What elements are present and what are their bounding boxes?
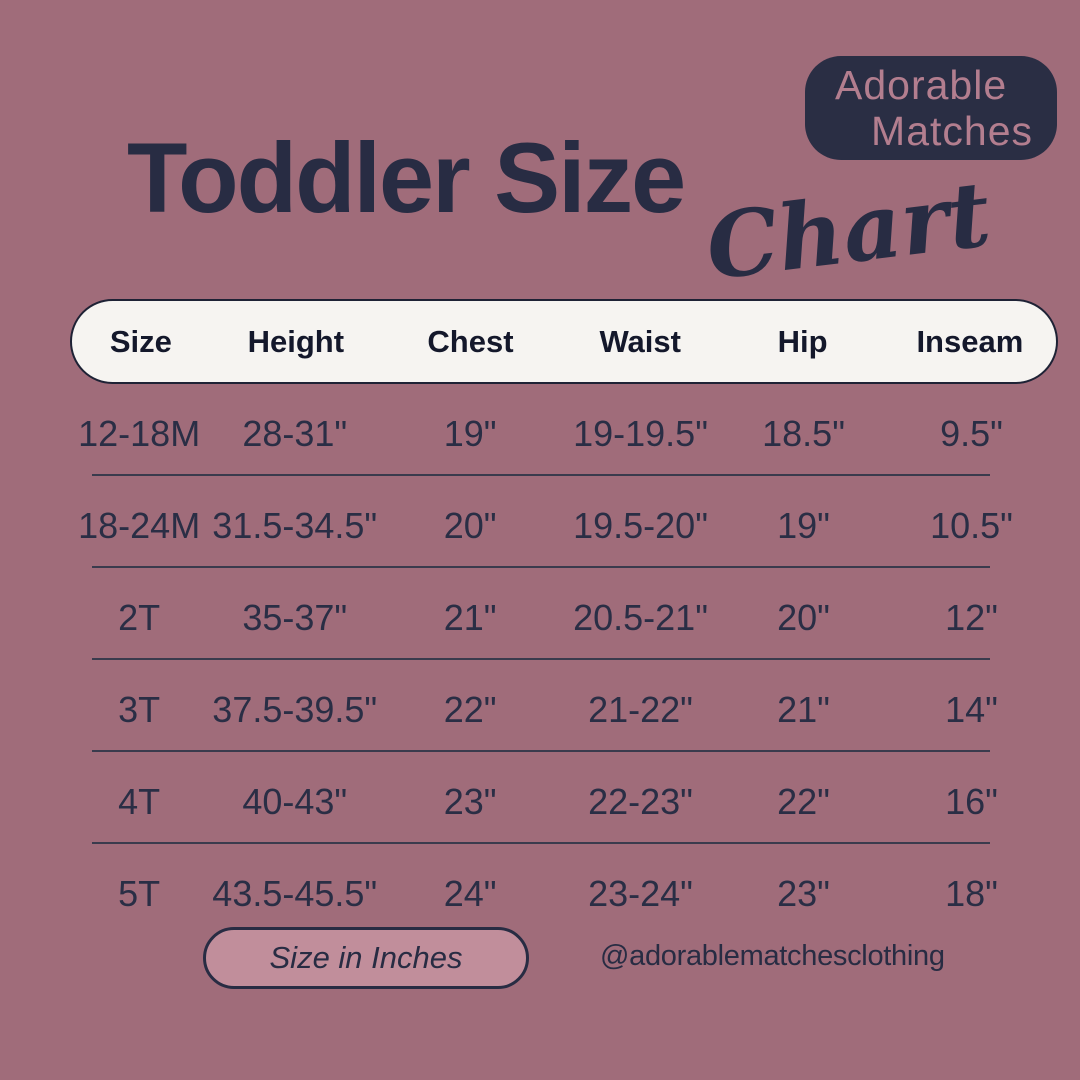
cell-waist: 23-24"	[588, 873, 693, 914]
row-divider	[92, 474, 990, 476]
header-cell-waist: Waist	[599, 323, 681, 359]
cell-waist: 21-22"	[588, 689, 693, 730]
cell-size: 18-24M	[78, 505, 201, 546]
cell-height: 35-37"	[242, 597, 348, 638]
cell-size: 4T	[118, 781, 161, 822]
units-badge: Size in Inches	[203, 927, 529, 989]
cell-chest: 19"	[443, 413, 497, 454]
cell-chest: 20"	[443, 505, 497, 546]
cell-size: 5T	[118, 873, 161, 914]
cell-hip: 23"	[777, 873, 830, 914]
cell-size: 2T	[118, 597, 161, 638]
cell-hip: 18.5"	[762, 413, 845, 454]
cell-hip: 19"	[777, 505, 830, 546]
table-row: 3T 37.5-39.5" 22" 21-22" 21" 14"	[70, 660, 1058, 750]
table-row: 12-18M 28-31" 19" 19-19.5" 18.5" 9.5"	[70, 384, 1058, 474]
brand-name-line2: Matches	[871, 108, 1033, 154]
cell-inseam: 14"	[945, 689, 998, 730]
cell-inseam: 12"	[945, 597, 998, 638]
row-divider	[92, 566, 990, 568]
cell-height: 40-43"	[242, 781, 348, 822]
row-divider	[92, 750, 990, 752]
cell-waist: 22-23"	[588, 781, 693, 822]
table-row: 18-24M 31.5-34.5" 20" 19.5-20" 19" 10.5"	[70, 476, 1058, 566]
table-row: 2T 35-37" 21" 20.5-21" 20" 12"	[70, 568, 1058, 658]
header-cell-hip: Hip	[777, 323, 828, 359]
cell-size: 12-18M	[78, 413, 201, 454]
cell-hip: 21"	[777, 689, 830, 730]
cell-inseam: 9.5"	[940, 413, 1003, 454]
cell-inseam: 10.5"	[930, 505, 1013, 546]
cell-waist: 19-19.5"	[573, 413, 708, 454]
table-header: Size Height Chest Waist Hip Inseam	[70, 299, 1058, 384]
brand-name-line1: Adorable	[835, 62, 1008, 108]
page-title-script: Chart	[700, 161, 996, 301]
cell-hip: 22"	[777, 781, 830, 822]
page-title: Toddler Size	[127, 122, 686, 233]
header-cell-size: Size	[109, 323, 172, 359]
row-divider	[92, 658, 990, 660]
cell-inseam: 16"	[945, 781, 998, 822]
cell-chest: 24"	[443, 873, 497, 914]
header-cell-chest: Chest	[427, 323, 514, 359]
cell-chest: 22"	[443, 689, 497, 730]
units-badge-label: Size in Inches	[269, 940, 463, 975]
table-row: 4T 40-43" 23" 22-23" 22" 16"	[70, 752, 1058, 842]
cell-chest: 23"	[443, 781, 497, 822]
header-cell-height: Height	[247, 323, 345, 359]
cell-inseam: 18"	[945, 873, 998, 914]
cell-waist: 19.5-20"	[573, 505, 708, 546]
cell-height: 43.5-45.5"	[212, 873, 378, 914]
cell-size: 3T	[118, 689, 161, 730]
size-table-body: 12-18M 28-31" 19" 19-19.5" 18.5" 9.5" 18…	[70, 384, 1058, 934]
row-divider	[92, 842, 990, 844]
cell-chest: 21"	[443, 597, 497, 638]
header-cell-inseam: Inseam	[916, 323, 1024, 359]
cell-height: 28-31"	[242, 413, 348, 454]
brand-logo: Adorable Matches	[805, 56, 1057, 160]
instagram-handle: @adorablematchesclothing	[600, 940, 945, 972]
cell-height: 37.5-39.5"	[212, 689, 378, 730]
table-row: 5T 43.5-45.5" 24" 23-24" 23" 18"	[70, 844, 1058, 934]
cell-height: 31.5-34.5"	[212, 505, 378, 546]
cell-hip: 20"	[777, 597, 830, 638]
cell-waist: 20.5-21"	[573, 597, 708, 638]
